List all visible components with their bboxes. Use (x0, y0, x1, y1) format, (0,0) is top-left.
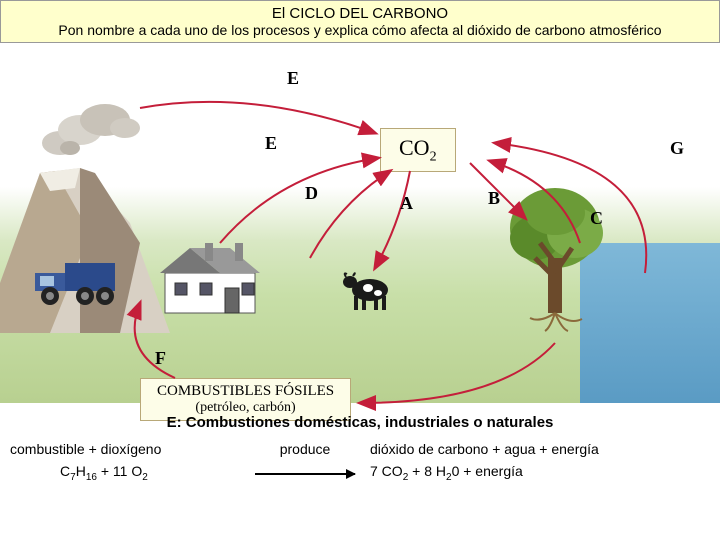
eq-right: dióxido de carbono + agua + energía (370, 441, 710, 457)
label-C: C (590, 208, 603, 229)
label-F: F (155, 348, 166, 369)
eq-mid: produce (240, 441, 370, 457)
label-D: D (305, 183, 318, 204)
house-icon (150, 238, 270, 318)
truck-icon (30, 258, 120, 308)
carbon-cycle-diagram: CO2 COMBUSTIBLES FÓSILES (petróleo, carb… (0, 43, 720, 403)
label-B: B (488, 188, 500, 209)
label-E-top: E (287, 68, 299, 89)
eq-left: combustible + dioxígeno (10, 441, 240, 457)
page-subtitle: Pon nombre a cada uno de los procesos y … (9, 22, 711, 38)
equation-title: E: Combustiones domésticas, industriales… (10, 414, 710, 431)
equation-panel: E: Combustiones domésticas, industriales… (0, 408, 720, 495)
eq2-left: C7H16 + 11 O2 (10, 463, 240, 483)
page-title: El CICLO DEL CARBONO (9, 5, 711, 22)
cow-icon (340, 268, 400, 313)
volcano-smoke-icon (30, 98, 150, 168)
label-E-mid: E (265, 133, 277, 154)
fossil-title: COMBUSTIBLES FÓSILES (157, 383, 334, 400)
equation-row-formula: C7H16 + 11 O2 7 CO2 + 8 H20 + energía (10, 463, 710, 483)
equation-row-words: combustible + dioxígeno produce dióxido … (10, 441, 710, 457)
arrow-icon (255, 473, 355, 475)
co2-box: CO2 (380, 128, 456, 172)
eq2-right: 7 CO2 + 8 H20 + energía (370, 463, 710, 483)
co2-label: CO2 (399, 135, 437, 160)
eq2-arrow (240, 465, 370, 481)
header: El CICLO DEL CARBONO Pon nombre a cada u… (0, 0, 720, 43)
label-A: A (400, 193, 413, 214)
label-G: G (670, 138, 684, 159)
